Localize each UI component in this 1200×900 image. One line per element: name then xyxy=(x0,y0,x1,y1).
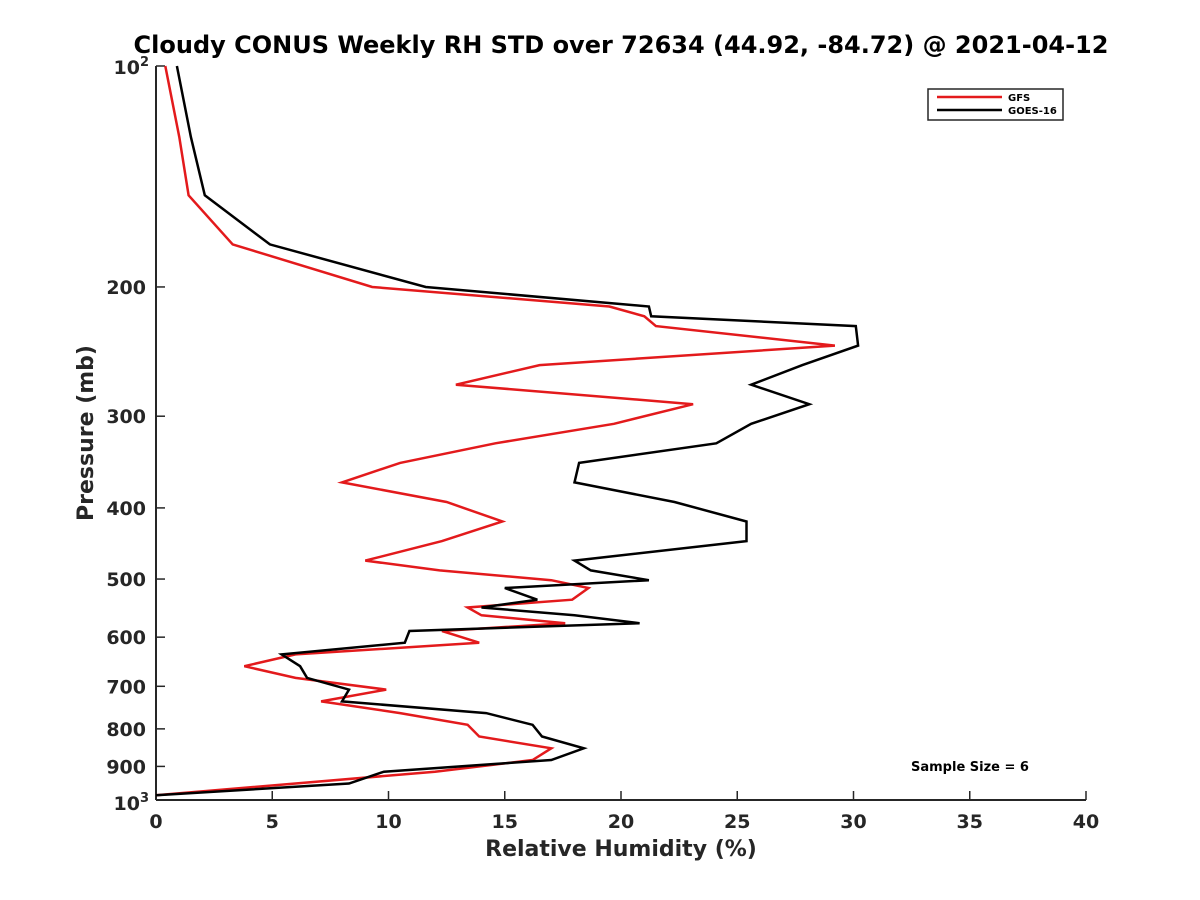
series-line-goes16 xyxy=(155,65,860,797)
y-tick-label: 800 xyxy=(106,719,146,741)
x-tick-label: 25 xyxy=(724,811,750,833)
y-tick-label: 400 xyxy=(106,498,146,520)
x-tick-label: 35 xyxy=(957,811,983,833)
sample-size-annotation: Sample Size = 6 xyxy=(911,760,1029,775)
legend-label-goes16: GOES-16 xyxy=(1008,106,1057,117)
y-tick-label: 500 xyxy=(106,569,146,591)
y-ticks: 102 200 300 400 500 600 700 800 900 103 xyxy=(106,55,165,815)
x-tick-label: 5 xyxy=(266,811,279,833)
legend-label-gfs: GFS xyxy=(1008,93,1030,104)
x-tick-label: 10 xyxy=(375,811,401,833)
legend: GFS GOES-16 xyxy=(927,88,1064,121)
x-axis-label: Relative Humidity (%) xyxy=(485,837,757,862)
x-tick-label: 15 xyxy=(492,811,518,833)
legend-box xyxy=(927,88,1064,121)
series-lines xyxy=(155,65,860,797)
x-tick-label: 30 xyxy=(840,811,866,833)
x-ticks: 0 5 10 15 20 25 30 35 40 xyxy=(149,791,1099,833)
y-tick-label: 200 xyxy=(106,277,146,299)
y-tick-label: 300 xyxy=(106,406,146,428)
x-tick-label: 0 xyxy=(149,811,162,833)
y-tick-label: 700 xyxy=(106,676,146,698)
y-tick-label: 103 xyxy=(114,791,150,815)
chart-title: Cloudy CONUS Weekly RH STD over 72634 (4… xyxy=(134,31,1109,59)
y-axis-label: Pressure (mb) xyxy=(74,345,99,521)
y-tick-label: 600 xyxy=(106,627,146,649)
x-tick-label: 40 xyxy=(1073,811,1099,833)
series-line-gfs xyxy=(155,65,836,797)
y-tick-label: 900 xyxy=(106,756,146,778)
y-tick-label: 102 xyxy=(114,55,150,79)
plot-area: 0 5 10 15 20 25 30 35 40 102 200 300 400 500 600 700 80… xyxy=(106,55,1099,833)
x-tick-label: 20 xyxy=(608,811,634,833)
